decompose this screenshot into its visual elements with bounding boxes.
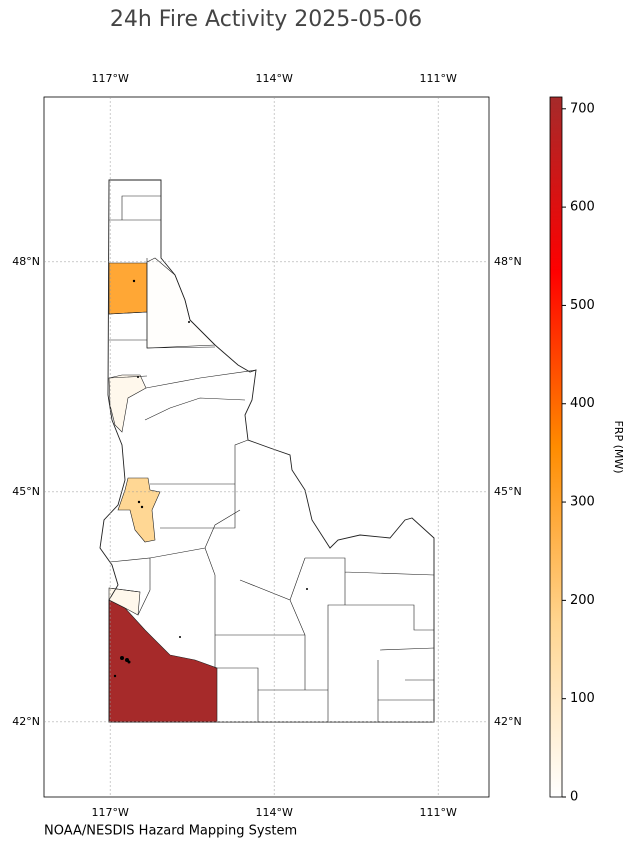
lat-tick-label: 42°N	[494, 715, 522, 728]
colorbar-tick-label: 700	[570, 101, 595, 116]
lat-tick-label: 48°N	[12, 255, 40, 268]
lat-tick-label: 48°N	[494, 255, 522, 268]
lat-tick-label: 45°N	[12, 485, 40, 498]
colorbar-tick-label: 300	[570, 495, 595, 510]
lon-tick-label: 114°W	[255, 806, 292, 819]
fire-region	[108, 599, 218, 723]
fire-detections	[113, 279, 308, 678]
lon-tick-label: 117°W	[91, 806, 128, 819]
colorbar-tick-label: 600	[570, 200, 595, 215]
lat-tick-label: 42°N	[12, 715, 40, 728]
colorbar-label: FRP (MW)	[612, 420, 625, 473]
map-frame	[43, 96, 490, 798]
lon-tick-label: 117°W	[91, 72, 128, 85]
colorbar-tick-label: 0	[570, 790, 578, 805]
lon-tick-label: 111°W	[419, 72, 456, 85]
county-lines	[99, 179, 435, 723]
colorbar-tick-label: 100	[570, 691, 595, 706]
fire-regions	[108, 257, 218, 723]
colorbar-tick-label: 200	[570, 593, 595, 608]
fire-region	[108, 374, 147, 433]
lon-tick-label: 114°W	[255, 72, 292, 85]
lat-tick-label: 45°N	[494, 485, 522, 498]
colorbar-tick-label: 500	[570, 298, 595, 313]
credit: NOAA/NESDIS Hazard Mapping System	[44, 824, 297, 839]
fire-region	[108, 262, 148, 315]
colorbar	[549, 96, 563, 798]
title: 24h Fire Activity 2025-05-06	[110, 7, 422, 32]
colorbar-tick-label: 400	[570, 396, 595, 411]
fire-region	[117, 477, 161, 543]
lon-tick-label: 111°W	[419, 806, 456, 819]
